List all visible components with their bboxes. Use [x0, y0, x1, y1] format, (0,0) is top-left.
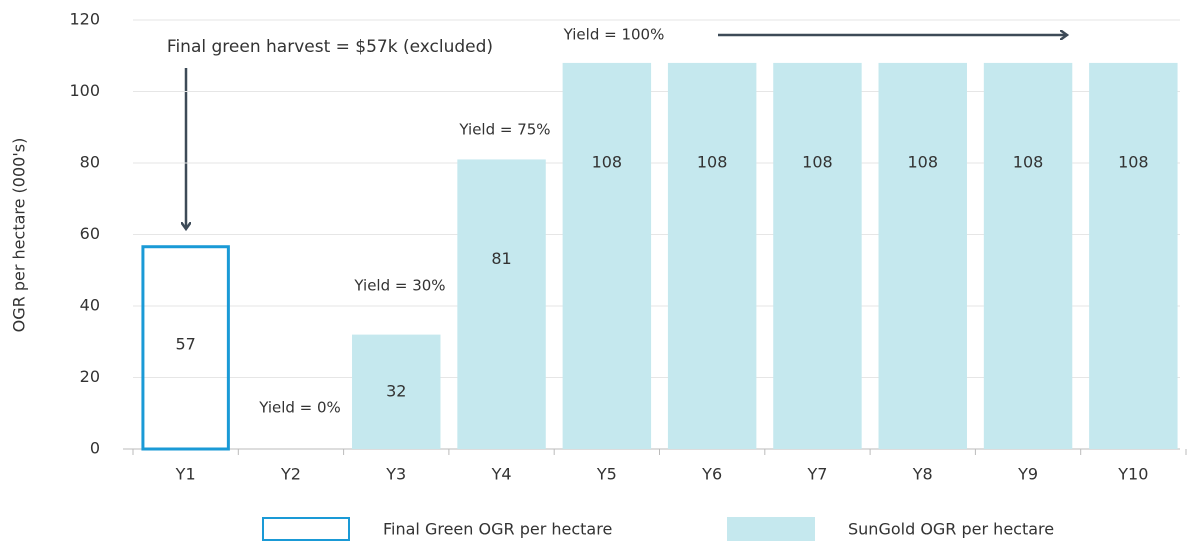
annotation: Yield = 30% [353, 277, 445, 295]
bar [878, 62, 967, 450]
x-tick-label: Y7 [806, 465, 827, 484]
bar [773, 62, 862, 450]
x-tick-label: Y9 [1017, 465, 1038, 484]
annotation: Yield = 75% [458, 121, 550, 139]
x-tick-label: Y6 [701, 465, 722, 484]
y-tick-label: 120 [69, 10, 100, 29]
bar [667, 62, 757, 450]
y-axis-label: OGR per hectare (000's) [10, 138, 29, 333]
x-tick-label: Y5 [596, 465, 617, 484]
legend-label: SunGold OGR per hectare [848, 520, 1054, 539]
data-label: 108 [802, 152, 833, 171]
bar [983, 62, 1073, 450]
x-tick-label: Y8 [912, 465, 933, 484]
legend-swatch [262, 517, 350, 541]
y-tick-label: 40 [80, 296, 100, 315]
y-tick-label: 0 [90, 439, 100, 458]
x-tick-label: Y1 [175, 465, 196, 484]
x-tick-label: Y10 [1117, 465, 1148, 484]
y-tick-label: 100 [69, 81, 100, 100]
y-tick-label: 60 [80, 224, 100, 243]
bar [562, 62, 652, 450]
data-label: 108 [907, 152, 938, 171]
legend-swatch [727, 517, 815, 541]
data-label: 108 [592, 152, 623, 171]
data-label: 108 [1013, 152, 1044, 171]
data-label: 108 [1118, 152, 1149, 171]
data-label: 32 [386, 381, 406, 400]
bar [457, 159, 546, 450]
y-tick-label: 20 [80, 367, 100, 386]
annotation: Yield = 100% [563, 26, 665, 44]
data-label: 81 [491, 249, 511, 268]
bar [352, 334, 441, 449]
data-label: 57 [175, 335, 195, 354]
x-tick-label: Y4 [491, 465, 512, 484]
bar [141, 245, 230, 451]
x-tick-label: Y3 [385, 465, 406, 484]
legend-label: Final Green OGR per hectare [383, 520, 612, 539]
data-label: 108 [697, 152, 728, 171]
annotation: Final green harvest = $57k (excluded) [167, 37, 493, 57]
y-tick-label: 80 [80, 153, 100, 172]
bar [1089, 62, 1178, 450]
x-tick-label: Y2 [280, 465, 301, 484]
annotation: Yield = 0% [258, 399, 341, 417]
